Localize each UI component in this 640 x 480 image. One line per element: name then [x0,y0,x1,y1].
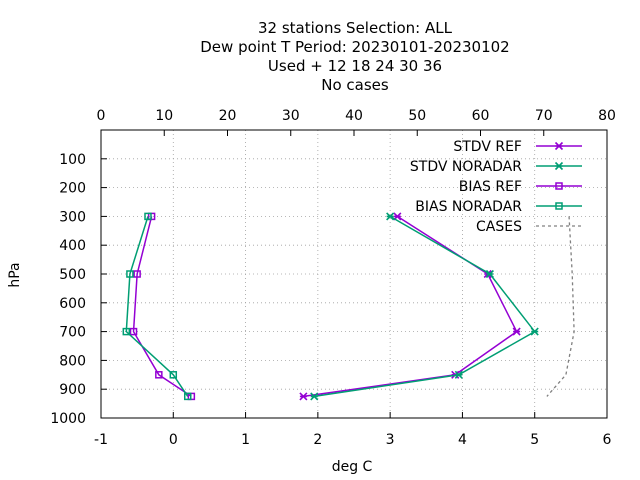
series-cases [546,216,575,397]
point-marker [555,182,563,190]
axis-tick-labels: -1 0 1 2 3 4 5 60 10 20 30 40 50 60 70 8010020030040050… [50,108,616,448]
point-marker [554,141,564,151]
x-tick-label: 0 [169,432,178,448]
x2-tick-label: 10 [155,108,173,124]
y-tick-label: 700 [59,325,86,341]
legend-label: BIAS NORADAR [415,199,522,215]
point-marker [454,370,463,379]
y-tick-label: 400 [59,238,86,254]
x2-tick-label: 20 [219,108,237,124]
point-marker [512,327,521,336]
axis-ticks [100,130,608,419]
legend-label: CASES [476,219,522,235]
point-marker [133,270,141,278]
y-tick-label: 200 [59,181,86,197]
y-tick-label: 500 [59,267,86,283]
point-marker [169,371,178,379]
point-marker [386,212,395,221]
y-tick-label: 800 [59,353,86,369]
y-tick-label: 600 [59,296,86,312]
x-tick-label: -1 [94,432,108,448]
x-axis-label: deg C [332,459,373,475]
point-marker [485,269,494,279]
point-marker [126,270,134,278]
series-bias-noradar [122,212,192,401]
x2-tick-label: 30 [282,108,300,124]
series-line [546,216,575,397]
chart-title-line-2: Dew point T Period: 20230101-20230102 [200,38,509,56]
x-tick-label: 6 [603,432,612,448]
legend: STDV REF STDV NORADAR BIAS REF BIAS NORADAR… [410,139,582,235]
y-tick-label: 300 [59,209,86,225]
series-bias-ref [129,212,196,401]
series-group [122,212,575,401]
y-tick-label: 1000 [50,411,86,427]
point-marker [554,161,564,171]
chart-title-line-3: Used + 12 18 24 30 36 [268,57,442,75]
x-tick-label: 1 [241,432,250,448]
legend-label: STDV NORADAR [410,159,522,175]
grid [101,130,607,418]
chart-title-line-4: No cases [321,76,389,94]
point-marker [555,202,563,210]
series-line [125,216,189,397]
y-tick-label: 100 [59,152,86,168]
y-tick-label: 900 [59,382,86,398]
x-tick-label: 4 [458,432,467,448]
x-tick-label: 2 [313,432,322,448]
y-axis-label: hPa [7,262,23,287]
x2-tick-label: 60 [472,108,490,124]
legend-label: STDV REF [453,139,522,155]
series-line [303,215,518,398]
x-tick-label: 5 [530,432,539,448]
chart-title-block: 32 stations Selection: ALL Dew point T P… [200,19,509,94]
series-stdv-noradar [310,212,539,401]
chart-title-line-1: 32 stations Selection: ALL [258,19,453,37]
series-line [132,216,192,398]
point-marker [310,392,319,401]
series-line [314,215,536,398]
point-marker [530,327,539,336]
legend-label: BIAS REF [459,179,522,195]
x2-tick-label: 80 [598,108,616,124]
x2-tick-label: 70 [535,108,553,124]
point-marker [129,327,138,336]
x2-tick-label: 0 [97,108,106,124]
x2-tick-label: 50 [408,108,426,124]
point-marker [299,392,308,401]
x2-tick-label: 40 [345,108,363,124]
x-tick-label: 3 [386,432,395,448]
point-marker [155,371,163,379]
point-marker [144,212,152,221]
point-marker [122,327,131,336]
point-marker [183,392,192,401]
series-stdv-ref [299,212,521,401]
